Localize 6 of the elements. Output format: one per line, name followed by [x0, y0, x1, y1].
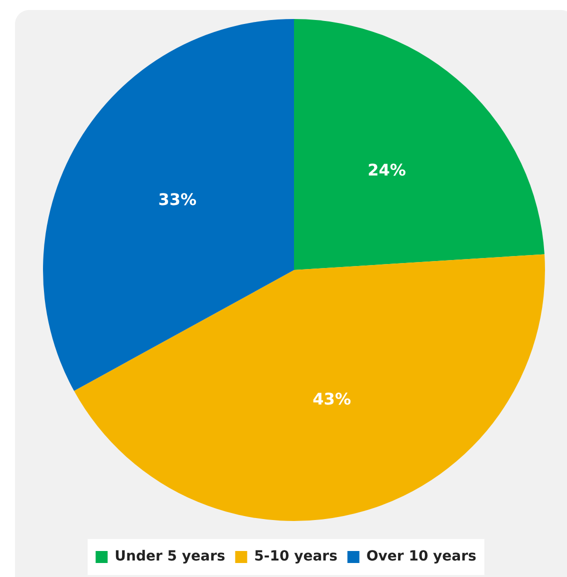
- legend-label: Under 5 years: [114, 548, 226, 565]
- data-label: 24%: [368, 160, 406, 180]
- data-label: 33%: [158, 190, 196, 210]
- data-label: 43%: [312, 389, 351, 408]
- legend-label: 5-10 years: [254, 548, 338, 565]
- legend-label: Over 10 years: [366, 548, 476, 565]
